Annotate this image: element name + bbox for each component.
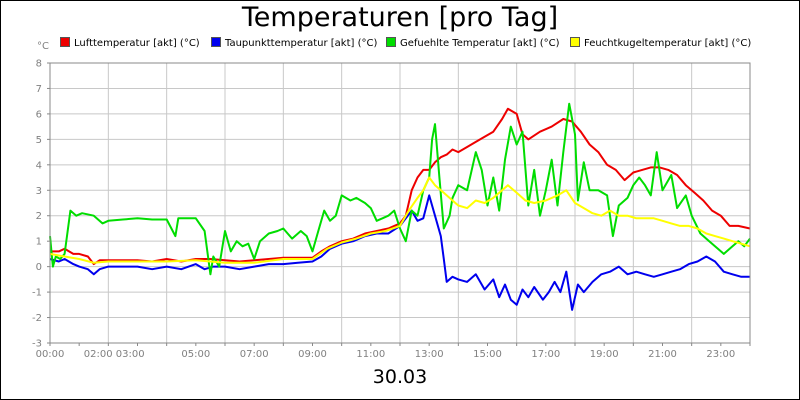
y-tick-label: 6: [36, 109, 42, 120]
y-tick-label: 2: [36, 211, 42, 222]
x-tick-label: 07:00: [240, 349, 269, 360]
y-tick-label: 3: [36, 186, 42, 197]
y-tick-label: 4: [36, 160, 42, 171]
x-tick-label: 23:00: [706, 349, 735, 360]
x-tick-label: 11:00: [356, 349, 385, 360]
date-label: 30.03: [372, 366, 428, 388]
y-tick-label: -2: [32, 313, 42, 324]
plot-border: [49, 62, 751, 344]
y-tick-label: 5: [36, 135, 42, 146]
y-tick-label: 8: [36, 59, 42, 70]
legend-label: Gefuehlte Temperatur [akt] (°C): [400, 38, 560, 49]
x-tick-label: 21:00: [648, 349, 677, 360]
x-tick-label: 15:00: [473, 349, 502, 360]
legend-label: Taupunkttemperatur [akt] (°C): [225, 38, 378, 49]
chart-title: Temperaturen [pro Tag]: [241, 2, 559, 33]
y-tick-label: 0: [36, 262, 42, 273]
legend-swatch: [570, 37, 580, 47]
legend-swatch: [211, 37, 221, 47]
x-tick-label: 19:00: [590, 349, 619, 360]
legend-item-feuchtkugeltemperatur: Feuchtkugeltemperatur [akt] (°C): [570, 37, 751, 51]
legend-swatch: [60, 37, 70, 47]
legend-item-lufttemperatur: Lufttemperatur [akt] (°C): [60, 37, 200, 51]
y-axis-unit: °C: [37, 41, 49, 52]
x-tick-label: 09:00: [298, 349, 327, 360]
series-line-4: [49, 176, 751, 264]
series-line-2: [49, 194, 750, 311]
y-tick-label: 7: [36, 84, 42, 95]
x-tick-label: 17:00: [531, 349, 560, 360]
legend-item-taupunkttemperatur: Taupunkttemperatur [akt] (°C): [211, 37, 377, 51]
legend-label: Feuchtkugeltemperatur [akt] (°C): [584, 38, 752, 49]
x-tick-label: 00:00: [36, 349, 65, 360]
y-tick-label: -1: [32, 288, 42, 299]
x-tick-label: 02:00 03:00: [84, 349, 145, 360]
y-tick-label: 1: [36, 237, 42, 248]
legend-swatch: [386, 37, 396, 47]
x-tick-label: 13:00: [415, 349, 444, 360]
x-tick-label: 05:00: [181, 349, 210, 360]
legend-item-gefuehlte-temperatur: Gefuehlte Temperatur [akt] (°C): [386, 37, 559, 51]
y-tick-label: -3: [32, 339, 42, 350]
legend-label: Lufttemperatur [akt] (°C): [74, 38, 200, 49]
